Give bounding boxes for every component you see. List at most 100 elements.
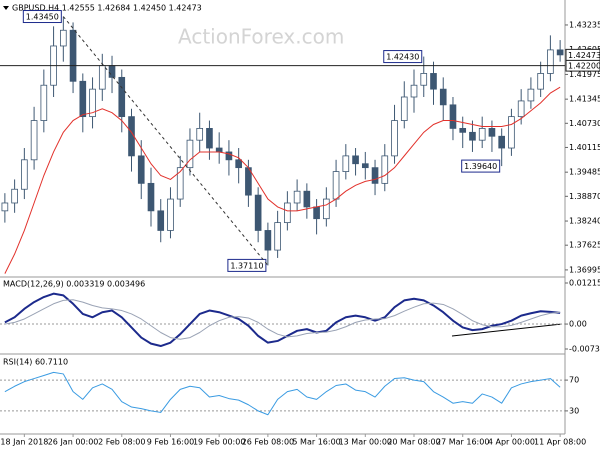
candle-body (352, 155, 359, 165)
indicator-line (4, 371, 561, 416)
candle-body (264, 230, 272, 251)
candle-body (254, 194, 262, 231)
candle-body (400, 96, 408, 121)
candle-body (284, 202, 291, 224)
candle-body (323, 198, 330, 220)
y-tick-label: -0.00738 (569, 345, 600, 354)
candle-body (391, 120, 398, 157)
y-tick-label: 0.00 (569, 320, 587, 329)
y-tick-label: 1.38870 (569, 192, 600, 201)
candle-body (332, 171, 340, 200)
candle-body (118, 76, 126, 118)
candle-body (469, 131, 476, 141)
candle-body (59, 29, 67, 47)
candle-body (430, 73, 437, 90)
candle-body (1, 202, 9, 212)
annotation-box (22, 10, 62, 24)
indicator-line (4, 299, 561, 340)
y-tick-label: 1.40730 (569, 119, 600, 128)
annotation-label: 1.42430 (386, 53, 419, 62)
candle-body (137, 155, 145, 184)
y-tick-label: 70 (569, 376, 579, 385)
annotation-label: 1.37110 (230, 261, 263, 270)
y-tick-label: 1.36995 (569, 265, 600, 274)
watermark: ActionForex.com (178, 25, 344, 49)
last-price-label: 1.42473 (568, 51, 600, 60)
x-tick-label: 27 Mar 16:00 (436, 438, 489, 447)
y-tick-label: 0.012154 (569, 278, 600, 287)
candle-body (30, 120, 38, 161)
indicator-line (4, 292, 561, 348)
candle-body (371, 167, 379, 184)
candle-body (420, 73, 428, 86)
dropdown-arrow (3, 6, 9, 10)
candle-body (537, 73, 544, 90)
candle-body (40, 84, 48, 121)
candle-body (527, 88, 535, 102)
candle-body (98, 65, 106, 90)
candle-body (488, 128, 496, 137)
candle-body (176, 167, 184, 200)
annotation-box (227, 258, 267, 272)
x-tick-label: 13 Mar 00:00 (339, 438, 392, 447)
candle-body (108, 65, 116, 78)
candle-body (459, 128, 467, 133)
y-tick-label: 1.38240 (569, 217, 600, 226)
last-price-box (565, 48, 600, 61)
candle-body (167, 198, 174, 231)
candle-body (342, 155, 350, 172)
y-tick-label: 1.41345 (569, 95, 600, 104)
moving-average (4, 86, 561, 274)
x-tick-label: 11 Apr 08:00 (534, 438, 586, 447)
candle-body (79, 80, 87, 118)
x-tick-label: 20 Mar 08:00 (387, 438, 440, 447)
candle-body (225, 151, 233, 161)
candle-body (274, 222, 281, 251)
candle-body (303, 190, 311, 208)
candle-body (235, 159, 242, 169)
candle-body (293, 190, 301, 204)
price-title: GBPUSD,H4 1.42555 1.42684 1.42450 1.4247… (12, 4, 202, 13)
candle-body (313, 206, 320, 220)
y-tick-label: 1.43235 (569, 20, 600, 29)
candle-body (157, 210, 165, 231)
x-tick-label: 26 Jan 00:00 (48, 438, 99, 447)
y-tick-label: 30 (569, 406, 579, 415)
price-box-label: 1.42200 (568, 62, 600, 71)
x-tick-label: 9 Feb 16:00 (147, 438, 194, 447)
candle-body (381, 155, 389, 184)
x-tick-label: 26 Feb 08:00 (242, 438, 294, 447)
candle-body (449, 104, 457, 129)
rsi-title: RSI(14) 60.7110 (3, 358, 68, 367)
candle-body (556, 49, 564, 56)
candle-body (547, 49, 554, 74)
annotation-label: 1.43450 (26, 13, 59, 22)
annotation-label: 1.39640 (464, 162, 497, 171)
x-tick-label: 5 Mar 16:00 (292, 438, 340, 447)
candle-body (186, 139, 194, 169)
y-tick-label: 1.41975 (569, 70, 600, 79)
annotation-box (461, 159, 501, 173)
candle-body (508, 116, 515, 149)
candle-body (196, 128, 204, 141)
candle-body (147, 182, 155, 212)
y-tick-label: 1.37625 (569, 241, 600, 250)
candle-body (478, 128, 486, 141)
candle-body (361, 163, 369, 169)
annotation-box (383, 50, 423, 64)
candle-body (439, 88, 447, 106)
candle-body (69, 29, 77, 82)
macd-trendline (451, 323, 563, 337)
x-tick-label: 18 Jan 2018 (0, 438, 48, 447)
y-tick-label: 1.39485 (569, 168, 600, 177)
candle-body (498, 135, 506, 149)
x-tick-label: 4 Apr 00:00 (488, 438, 535, 447)
panels (0, 0, 566, 435)
x-tick-label: 19 Feb 00:00 (193, 438, 245, 447)
candle-body (11, 188, 18, 204)
macd-title: MACD(12,26,9) 0.003319 0.003496 (3, 280, 145, 289)
y-tick-label: 1.40115 (569, 143, 600, 152)
x-tick-label: 2 Feb 08:00 (98, 438, 145, 447)
candle-body (89, 88, 96, 118)
